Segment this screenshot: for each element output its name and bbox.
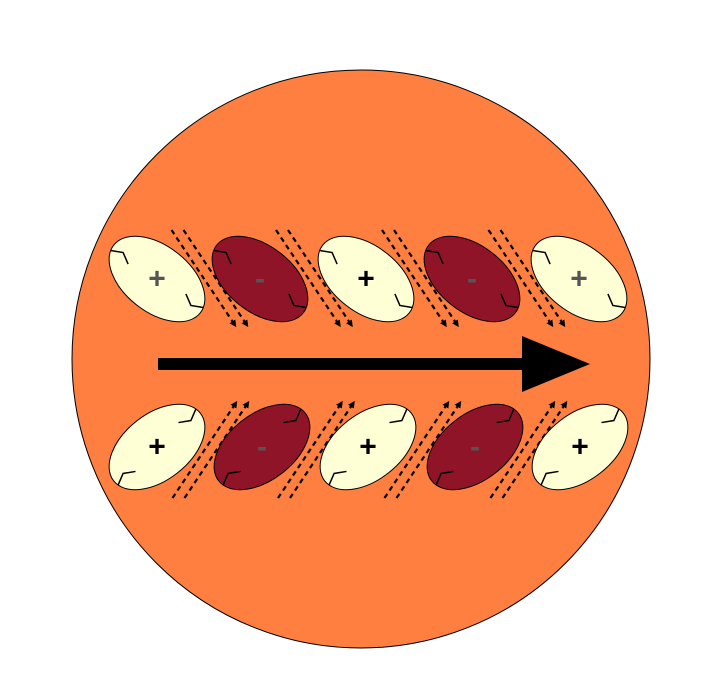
lobe-ellipse-positive <box>530 235 628 323</box>
lobe-sign-label: - <box>467 263 477 296</box>
circulation-chevron-icon <box>110 249 129 265</box>
dashed-flow-arrow-icon <box>489 400 556 499</box>
top-lobe-2: - <box>211 229 353 328</box>
dashed-flow-arrow-icon <box>501 400 568 499</box>
lobe-sign-label: + <box>571 431 589 464</box>
bottom-row: + - + - + <box>108 400 629 499</box>
circulation-chevron-icon <box>213 249 232 265</box>
lobe-layer: + - + - + + - + - + <box>108 229 629 499</box>
circulation-chevron-icon <box>496 408 515 424</box>
lobe-ellipse-positive <box>108 235 206 323</box>
dashed-flow-arrow-icon <box>171 400 238 499</box>
circulation-chevron-icon <box>435 470 454 486</box>
circulation-chevron-icon <box>425 249 444 265</box>
lobe-sign-label: - <box>255 263 265 296</box>
lobe-sign-label: + <box>148 431 166 464</box>
circulation-chevron-icon <box>117 470 136 486</box>
circulation-chevron-icon <box>283 408 302 424</box>
circulation-chevron-icon <box>394 293 413 309</box>
dashed-flow-arrow-icon <box>183 400 250 499</box>
bottom-lobe-5: + <box>531 403 629 491</box>
dashed-flow-arrow-icon <box>393 229 459 328</box>
lobe-sign-label: + <box>570 263 588 296</box>
dashed-flow-arrow-icon <box>170 229 237 328</box>
right-arrow-icon <box>158 336 590 392</box>
dashed-flow-arrow-icon <box>383 400 450 499</box>
circulation-chevron-icon <box>389 408 408 424</box>
lobe-sign-label: - <box>470 431 480 464</box>
lobe-ellipse-negative <box>211 235 309 323</box>
lobe-ellipse-positive <box>317 235 415 323</box>
circulation-chevron-icon <box>288 293 307 309</box>
lobe-sign-label: + <box>357 263 375 296</box>
circulation-chevron-icon <box>500 293 519 309</box>
top-row: + - + - + <box>108 229 628 328</box>
dashed-flow-arrow-icon <box>182 229 249 328</box>
dashed-flow-arrow-icon <box>289 400 355 499</box>
lobe-ellipse-negative <box>426 403 524 491</box>
lobe-ellipse-positive <box>531 403 629 491</box>
lobe-ellipse-negative <box>213 403 311 491</box>
dashed-flow-arrow-icon <box>381 229 447 328</box>
bottom-lobe-2: - <box>213 400 355 499</box>
main-arrow-head <box>522 336 590 392</box>
lobe-sign-label: - <box>257 431 267 464</box>
lobe-ellipse-positive <box>108 403 206 491</box>
circulation-chevron-icon <box>319 249 338 265</box>
top-lobe-1: + <box>108 229 249 328</box>
bottom-lobe-3: + <box>319 400 462 499</box>
top-lobe-4: - <box>423 229 566 328</box>
dashed-flow-arrow-icon <box>275 229 341 328</box>
circulation-chevron-icon <box>178 408 197 424</box>
circulation-chevron-icon <box>607 293 626 309</box>
circulation-chevron-icon <box>185 293 204 309</box>
circulation-chevron-icon <box>601 408 620 424</box>
top-lobe-5: + <box>530 235 628 323</box>
dashed-flow-arrow-icon <box>277 400 343 499</box>
circulation-chevron-icon <box>222 470 241 486</box>
circulation-chevron-icon <box>532 249 551 265</box>
lobe-ellipse-negative <box>423 235 521 323</box>
dashed-flow-arrow-icon <box>395 400 462 499</box>
lobe-ellipse-positive <box>319 403 417 491</box>
bottom-lobe-4: - <box>426 400 568 499</box>
circulation-chevron-icon <box>328 470 347 486</box>
circulation-chevron-icon <box>540 470 559 486</box>
bottom-lobe-1: + <box>108 400 250 499</box>
lobe-sign-label: + <box>359 431 377 464</box>
lobe-sign-label: + <box>148 263 166 296</box>
dashed-flow-arrow-icon <box>287 229 353 328</box>
dashed-flow-arrow-icon <box>499 229 566 328</box>
dashed-flow-arrow-icon <box>487 229 554 328</box>
top-lobe-3: + <box>317 229 459 328</box>
